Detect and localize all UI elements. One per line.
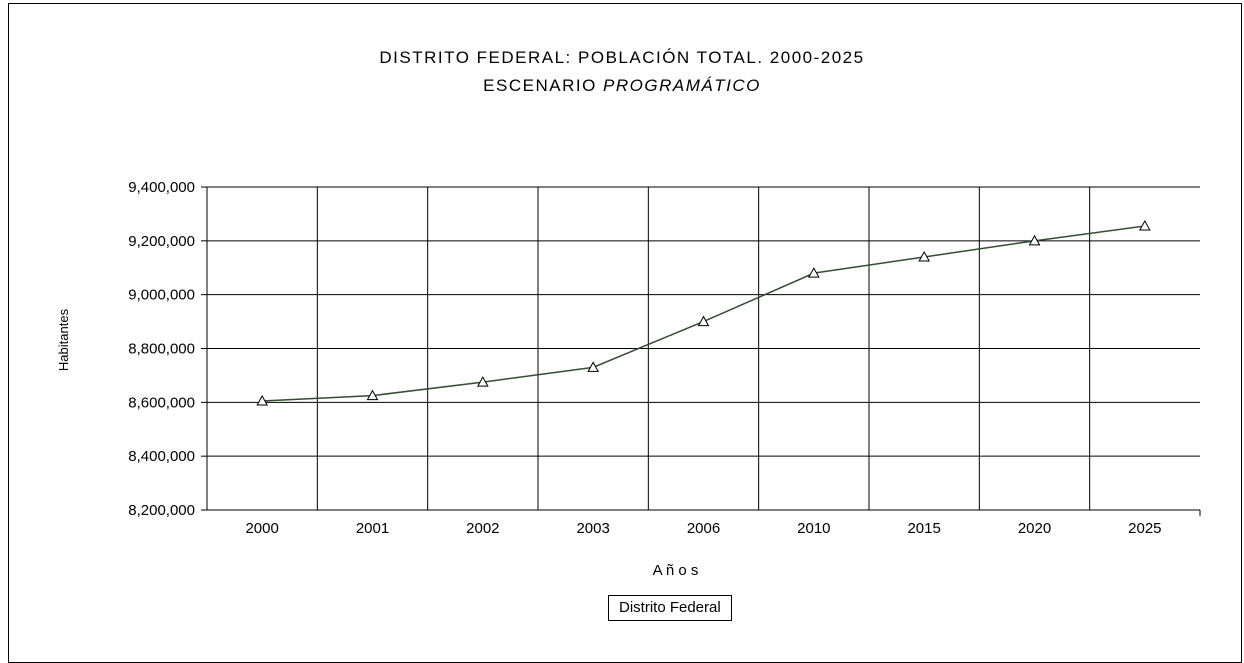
x-tick-label: 2000: [245, 520, 278, 537]
data-point-marker: [918, 250, 931, 262]
y-axis-label: Habitantes: [56, 308, 71, 371]
x-tick-label: 2006: [687, 520, 720, 537]
x-tick-label: 2010: [797, 520, 830, 537]
x-axis-label: A ñ o s: [653, 562, 699, 579]
subtitle-plain: ESCENARIO: [483, 76, 597, 95]
y-tick-label: 9,400,000: [128, 179, 195, 196]
y-tick-label: 8,200,000: [128, 502, 195, 519]
legend-label: Distrito Federal: [619, 599, 721, 616]
chart-subtitle: ESCENARIO PROGRAMÁTICO: [0, 76, 1244, 96]
x-tick-label: 2002: [466, 520, 499, 537]
y-tick-label: 8,800,000: [128, 341, 195, 358]
x-tick-label: 2003: [576, 520, 609, 537]
line-chart: 8,200,000 8,400,000 8,600,000 8,800,000 9,00…: [56, 179, 1201, 579]
x-tick-label: 2025: [1128, 520, 1161, 537]
chart-title: DISTRITO FEDERAL: POBLACIÓN TOTAL. 2000-…: [379, 48, 865, 67]
x-tick-label: 2015: [907, 520, 940, 537]
data-point-marker: [1028, 234, 1041, 246]
data-point-marker: [807, 267, 820, 278]
legend: Distrito Federal: [608, 595, 732, 621]
series-line: [262, 225, 1145, 402]
data-point-marker: [587, 361, 600, 372]
x-tick-label: 2001: [356, 520, 389, 537]
data-point-marker: [697, 315, 710, 327]
data-point-marker: [256, 394, 269, 406]
y-tick-label: 9,200,000: [128, 233, 195, 250]
y-tick-label: 9,000,000: [128, 287, 195, 304]
subtitle-italic: PROGRAMÁTICO: [603, 76, 761, 95]
data-point-marker: [1138, 219, 1151, 231]
y-tick-label: 8,600,000: [128, 394, 195, 411]
data-point-marker: [366, 389, 379, 401]
data-point-marker: [476, 376, 489, 387]
y-tick-label: 8,400,000: [128, 448, 195, 465]
x-tick-label: 2020: [1018, 520, 1051, 537]
